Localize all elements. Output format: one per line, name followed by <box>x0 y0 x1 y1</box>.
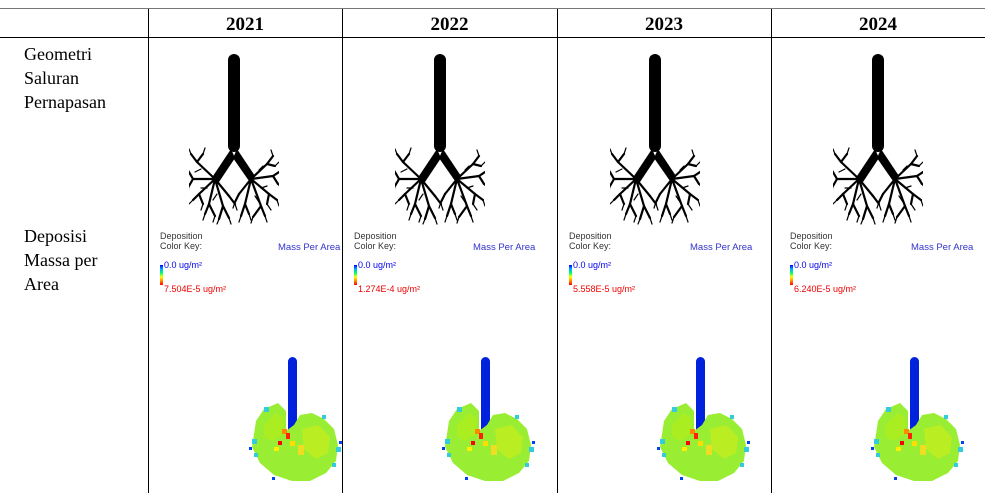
color-key-title-line1: Deposition <box>790 231 833 241</box>
column-2023: Deposition Color Key: Mass Per Area 0.0 u… <box>558 9 771 493</box>
row-label-deposition-line1: Deposisi <box>24 226 87 246</box>
color-key: Deposition Color Key: Mass Per Area 0.0 u… <box>790 231 985 301</box>
row-label-deposition-line2: Massa per <box>24 250 98 270</box>
column-2024: Deposition Color Key: Mass Per Area 0.0 u… <box>772 9 985 493</box>
color-key-title-line2: Color Key: <box>354 241 397 251</box>
color-key-min: 0.0 ug/m² <box>358 260 397 270</box>
color-key-title-line2: Color Key: <box>569 241 612 251</box>
column-2022: Deposition Color Key: Mass Per Area 0.0 u… <box>343 9 557 493</box>
row-label-geometry-line1: Geometri <box>24 44 92 64</box>
color-scale-bar <box>569 265 572 285</box>
color-key-min: 0.0 ug/m² <box>573 260 612 270</box>
mass-per-area-label: Mass Per Area <box>911 242 974 253</box>
column-divider-3 <box>557 9 558 493</box>
color-key-title-line1: Deposition <box>354 231 397 241</box>
airway-geometry-image <box>610 54 700 226</box>
column-divider-2 <box>342 9 343 493</box>
year-header-2023: 2023 <box>645 14 683 35</box>
color-key-title-line2: Color Key: <box>160 241 203 251</box>
header-bottom-border <box>0 37 985 38</box>
airway-geometry-image <box>833 54 923 226</box>
row-label-geometry: Geometri Saluran Pernapasan <box>24 42 144 114</box>
color-key-min: 0.0 ug/m² <box>164 260 203 270</box>
color-key-min: 0.0 ug/m² <box>794 260 833 270</box>
deposition-image <box>249 357 342 481</box>
color-scale-bar <box>160 265 163 285</box>
row-label-deposition-line3: Area <box>24 274 59 294</box>
column-divider-1 <box>148 9 149 493</box>
deposition-image <box>871 357 964 481</box>
airway-geometry-image <box>189 54 279 226</box>
color-key-title-line2: Color Key: <box>790 241 833 251</box>
mass-per-area-label: Mass Per Area <box>278 242 341 253</box>
color-key-title-line1: Deposition <box>160 231 203 241</box>
airway-geometry-image <box>395 54 485 226</box>
deposition-image <box>657 357 750 481</box>
column-divider-4 <box>771 9 772 493</box>
color-key: Deposition Color Key: Mass Per Area 0.0 u… <box>354 231 557 301</box>
color-scale-bar <box>790 265 793 285</box>
year-header-2024: 2024 <box>859 14 897 35</box>
color-key: Deposition Color Key: Mass Per Area 0.0 u… <box>160 231 342 301</box>
year-header-2022: 2022 <box>430 14 469 35</box>
row-label-deposition: Deposisi Massa per Area <box>24 224 144 296</box>
column-2021: Deposition Color Key: Mass Per Area 0.0 u… <box>149 9 342 493</box>
color-scale-bar <box>354 265 357 285</box>
deposition-image <box>442 357 535 481</box>
table-top-border <box>0 8 985 9</box>
color-key-max: 5.558E-5 ug/m² <box>573 284 636 294</box>
row-label-geometry-line3: Pernapasan <box>24 92 106 112</box>
mass-per-area-label: Mass Per Area <box>473 242 536 253</box>
color-key-max: 6.240E-5 ug/m² <box>794 284 857 294</box>
color-key: Deposition Color Key: Mass Per Area 0.0 u… <box>569 231 771 301</box>
color-key-max: 1.274E-4 ug/m² <box>358 284 421 294</box>
color-key-max: 7.504E-5 ug/m² <box>164 284 227 294</box>
year-header-2021: 2021 <box>226 14 264 35</box>
color-key-title-line1: Deposition <box>569 231 612 241</box>
mass-per-area-label: Mass Per Area <box>690 242 753 253</box>
row-label-geometry-line2: Saluran <box>24 68 79 88</box>
